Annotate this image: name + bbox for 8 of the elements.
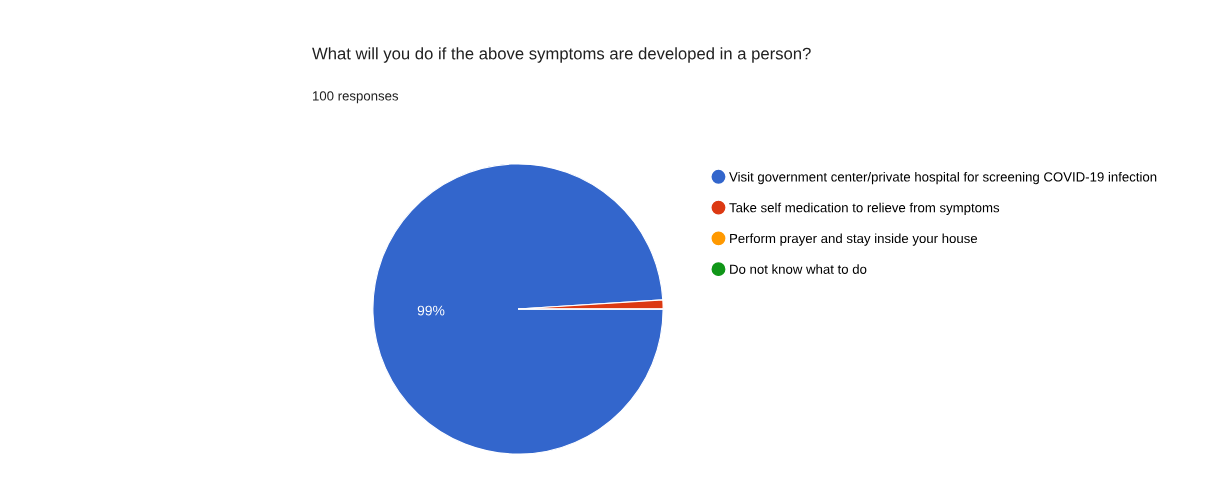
data-label: 99% [417,305,445,316]
legend-label: Visit government center/private hospital for screening COVID-19 infection [729,171,1157,185]
legend-label: Perform prayer and stay inside your house [730,233,978,246]
chart-title: What will you do if the above symptoms are developed in a person? [312,47,811,63]
chart-subtitle: 100 responses [313,91,399,104]
legend-label: Do not know what to do [730,264,867,274]
pie-slice [372,163,664,455]
legend-label: Take self medication to relieve from symptoms [729,202,1000,215]
